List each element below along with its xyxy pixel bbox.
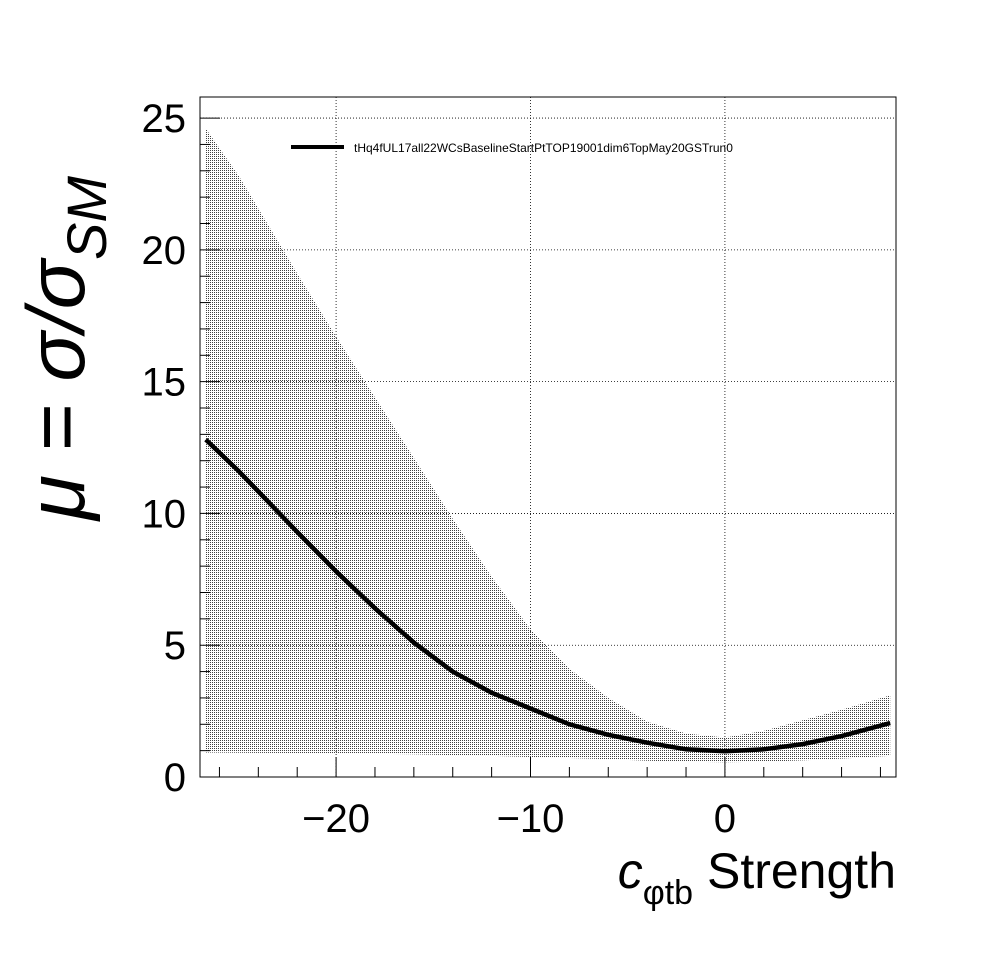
x-tick-label: 0 bbox=[714, 797, 736, 841]
x-axis-label-rest: Strength bbox=[693, 843, 896, 899]
x-axis-label-main: c bbox=[618, 843, 643, 899]
x-axis-label: cφtb Strength bbox=[618, 843, 896, 912]
y-axis-label-main: μ = σ/σ bbox=[11, 256, 102, 522]
tick-labels: −20 −10 0 0 5 10 15 20 25 bbox=[142, 97, 737, 841]
y-tick-label: 20 bbox=[142, 229, 187, 273]
series-line bbox=[204, 437, 891, 754]
x-tick-label: −10 bbox=[497, 797, 565, 841]
x-axis-label-sub: φtb bbox=[643, 874, 693, 912]
x-tick-label: −20 bbox=[302, 797, 370, 841]
y-tick-label: 15 bbox=[142, 361, 187, 405]
plot-frame bbox=[199, 96, 897, 778]
y-tick-label: 5 bbox=[164, 624, 186, 668]
y-tick-label: 25 bbox=[142, 97, 187, 141]
y-tick-label: 10 bbox=[142, 492, 187, 536]
y-axis-label-sub: SM bbox=[55, 176, 118, 260]
legend: tHq4fUL17all22WCsBaselineStartPtTOP19001… bbox=[291, 141, 733, 155]
y-axis-label: μ = σ/σSM bbox=[11, 176, 118, 522]
y-tick-label: 0 bbox=[164, 756, 186, 800]
legend-label: tHq4fUL17all22WCsBaselineStartPtTOP19001… bbox=[354, 141, 733, 155]
uncertainty-band bbox=[205, 128, 891, 763]
axis-ticks bbox=[200, 117, 881, 777]
